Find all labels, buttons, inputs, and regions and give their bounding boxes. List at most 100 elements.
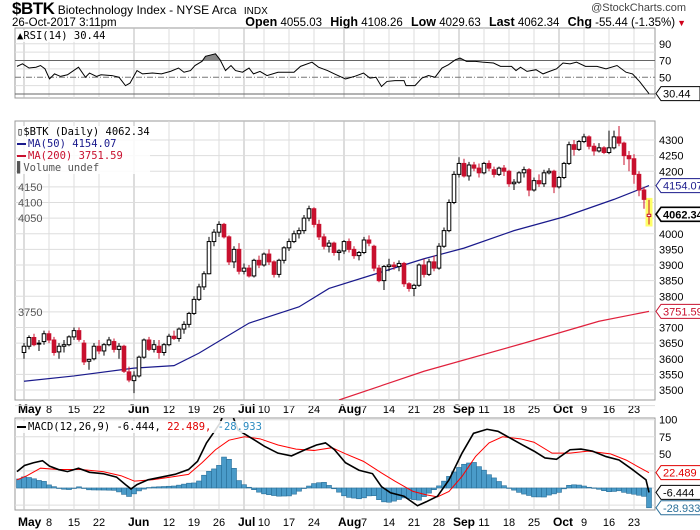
candle-body xyxy=(486,162,492,169)
candlestick xyxy=(621,141,627,165)
quote-bar: Open 4055.03 High 4108.26 Low 4029.63 La… xyxy=(240,16,686,30)
candlestick xyxy=(496,166,502,176)
rsi-icon: ▲ xyxy=(17,30,24,42)
candlestick xyxy=(331,241,337,256)
candle-body xyxy=(551,170,557,188)
candle-body xyxy=(611,136,617,149)
macd-histogram-bar xyxy=(346,487,352,498)
x-tick-label: 25 xyxy=(528,404,540,416)
candlestick xyxy=(246,265,252,278)
candlestick xyxy=(441,227,447,248)
macd-histogram-bar xyxy=(611,487,617,492)
x-tick-label: 10 xyxy=(258,404,270,416)
candlestick xyxy=(71,327,77,340)
candlestick xyxy=(286,238,292,251)
candle-body xyxy=(591,145,597,152)
candlestick xyxy=(116,343,122,359)
candlestick xyxy=(121,344,127,373)
candlestick xyxy=(236,243,242,275)
candle-body xyxy=(171,335,177,339)
candlestick xyxy=(486,160,492,172)
candle-body xyxy=(446,202,452,232)
candle-body xyxy=(356,252,362,257)
macd-histogram-bar xyxy=(631,487,637,495)
candle-body xyxy=(526,169,532,191)
rsi-tag xyxy=(655,86,700,102)
candle-body xyxy=(206,241,212,275)
candle-body xyxy=(586,136,592,147)
candle-body xyxy=(56,345,62,353)
candlestick xyxy=(596,143,602,153)
candlestick xyxy=(311,207,317,228)
macd-histogram-bar xyxy=(161,486,167,489)
low-value: 4029.63 xyxy=(439,17,481,29)
x-tick-label: 12 xyxy=(163,517,175,529)
macd-histogram-bar xyxy=(281,487,287,497)
candle-body xyxy=(116,345,122,350)
price-legend-text: $BTK (Daily) 4062.34 xyxy=(23,126,150,138)
price-tag-label: 3751.59 xyxy=(663,306,700,318)
macd-histogram-bar xyxy=(341,487,347,497)
candlestick xyxy=(616,125,622,147)
down-triangle-icon: ▼ xyxy=(677,18,686,28)
candlestick xyxy=(556,175,562,189)
macd-tick-label: 75 xyxy=(659,432,671,444)
candlestick xyxy=(371,244,377,272)
macd-histogram-bar xyxy=(36,480,42,489)
macd-histogram-bar xyxy=(336,487,342,493)
macd-histogram-bar xyxy=(581,485,587,489)
candle-body xyxy=(151,344,157,350)
macd-histogram-bar xyxy=(641,487,647,497)
x-tick-label: Sep xyxy=(453,515,475,529)
candlestick xyxy=(251,258,257,278)
candle-body xyxy=(276,259,282,275)
macd-histogram-bar xyxy=(236,480,242,489)
candlestick xyxy=(156,340,162,359)
candlestick xyxy=(306,205,312,222)
candle-body xyxy=(281,247,287,261)
candlestick xyxy=(366,235,372,247)
macd-histogram-bar xyxy=(616,487,622,492)
candle-body xyxy=(41,333,47,343)
candlestick xyxy=(571,140,577,156)
rsi-legend: ▲RSI(14) 30.44 xyxy=(17,30,106,42)
candle-body xyxy=(406,283,412,289)
macd-legend-signal: 22.489, xyxy=(160,421,212,433)
candlestick xyxy=(226,235,232,265)
macd-histogram-bar xyxy=(491,477,497,489)
price-tick-label: 3700 xyxy=(659,323,683,335)
macd-histogram-bar xyxy=(351,487,357,499)
candlestick xyxy=(536,174,542,187)
candle-body xyxy=(26,337,32,347)
macd-histogram-bar xyxy=(521,487,527,495)
candlestick xyxy=(346,238,352,253)
candle-body xyxy=(326,242,332,247)
candlestick xyxy=(591,143,597,156)
candle-body xyxy=(211,231,217,243)
candlestick-icon: ▯ xyxy=(17,126,24,138)
candle-body xyxy=(421,264,427,275)
macd-histogram-bar xyxy=(181,483,187,489)
macd-histogram-bar xyxy=(356,487,362,500)
candle-body xyxy=(186,312,192,325)
candlestick xyxy=(416,263,422,287)
candle-body xyxy=(136,356,142,377)
x-tick-label: Jun xyxy=(128,402,149,416)
candlestick xyxy=(301,215,307,234)
candle-body xyxy=(431,261,437,269)
candle-body xyxy=(311,208,317,225)
macd-histogram-bar xyxy=(561,487,567,490)
macd-histogram-bar xyxy=(301,487,307,489)
candlestick xyxy=(271,260,277,278)
candlestick xyxy=(26,335,32,350)
candlestick xyxy=(61,340,67,353)
macd-histogram-bar xyxy=(96,487,102,491)
macd-tag-label: -6.444 xyxy=(663,487,694,499)
x-tick-label: Oct xyxy=(553,402,573,416)
candlestick xyxy=(336,249,342,261)
candlestick xyxy=(151,340,157,353)
macd-histogram-bar xyxy=(266,487,272,496)
candle-body xyxy=(401,262,407,285)
candle-body xyxy=(216,223,222,233)
